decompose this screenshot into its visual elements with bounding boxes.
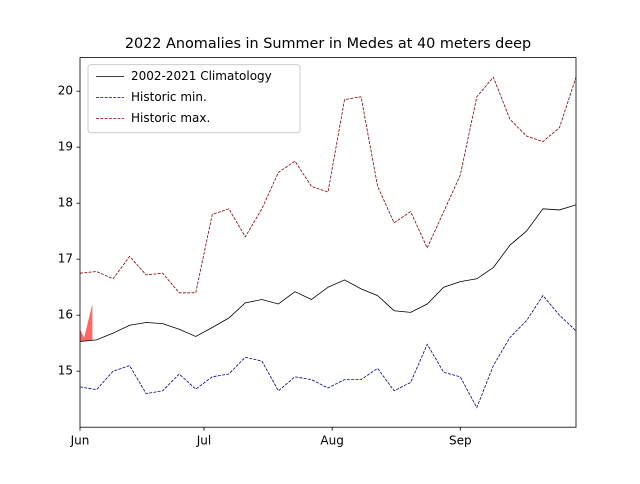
x-tick-label: Jun <box>70 434 90 448</box>
y-tick-label: 16 <box>58 308 73 322</box>
series-line <box>80 294 576 409</box>
legend-box <box>87 64 301 134</box>
x-tick-label: Jul <box>196 434 211 448</box>
y-tick-label: 15 <box>58 364 73 378</box>
legend-label: Historic min. <box>131 90 207 104</box>
legend-label: 2002-2021 Climatology <box>131 69 272 83</box>
y-tick-label: 17 <box>58 252 73 266</box>
plot-frame <box>79 57 577 428</box>
anomaly-fill <box>80 304 93 342</box>
series-line <box>80 76 576 294</box>
x-tick-label: Sep <box>449 434 472 448</box>
legend-label: Historic max. <box>131 111 210 125</box>
y-tick-label: 20 <box>58 84 73 98</box>
series-line <box>80 204 576 342</box>
y-tick-label: 19 <box>58 140 73 154</box>
chart-title: 2022 Anomalies in Summer in Medes at 40 … <box>125 36 531 52</box>
x-tick-label: Aug <box>320 434 343 448</box>
y-tick-label: 18 <box>58 196 73 210</box>
